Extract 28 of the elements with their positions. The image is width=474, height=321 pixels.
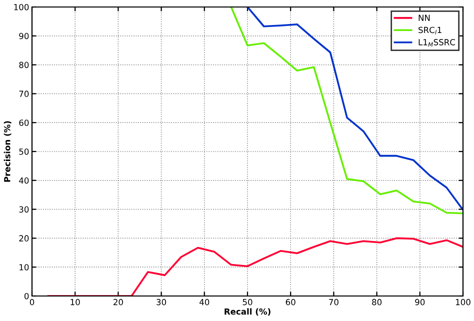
- x-tick-label: 50: [242, 298, 252, 306]
- legend-label: SRC$_{l}$1: [418, 26, 442, 34]
- x-tick-label: 40: [200, 298, 210, 306]
- y-tick-label: 30: [19, 206, 29, 213]
- y-tick-label: 20: [19, 235, 29, 242]
- x-tick-label: 30: [156, 298, 166, 306]
- y-tick-label: 50: [19, 148, 29, 155]
- x-tick-label: 10: [70, 298, 80, 306]
- x-tick-label: 70: [329, 298, 338, 306]
- x-tick-label: 80: [372, 298, 382, 306]
- legend-label: NN: [418, 14, 430, 21]
- y-tick-label: 70: [19, 90, 29, 97]
- x-axis-title: Recall (%): [224, 308, 270, 316]
- y-tick-label: 90: [19, 32, 29, 40]
- y-axis-title: Precision (%): [4, 121, 12, 182]
- legend-label: L1$_{M}$SSRC: [418, 39, 456, 47]
- x-tick-label: 90: [415, 298, 425, 306]
- y-tick-label: 10: [20, 264, 29, 270]
- x-tick-label: 0: [30, 298, 34, 306]
- x-tick-label: 20: [114, 298, 123, 306]
- y-tick-label: 80: [19, 62, 29, 68]
- x-tick-label: 100: [456, 298, 470, 306]
- x-tick-label: 60: [286, 298, 296, 306]
- y-tick-label: 60: [19, 120, 29, 126]
- y-tick-label: 0: [24, 292, 29, 300]
- y-tick-label: 40: [19, 177, 29, 184]
- line-series: [47, 237, 463, 296]
- y-tick-label: 100: [14, 4, 29, 10]
